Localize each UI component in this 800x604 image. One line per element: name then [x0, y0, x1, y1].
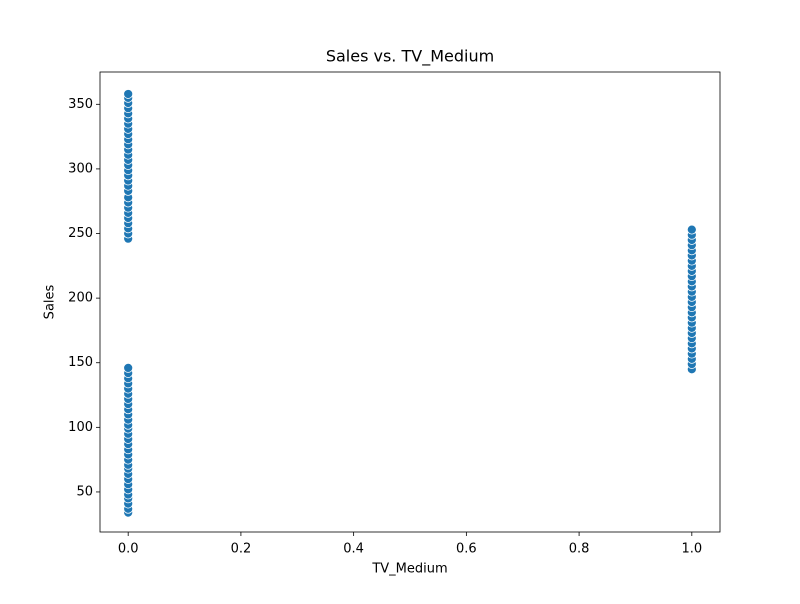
x-tick-label: 0.8 [569, 542, 590, 557]
y-tick-label: 100 [68, 420, 93, 435]
x-tick-label: 0.4 [343, 542, 364, 557]
x-tick-label: 0.6 [456, 542, 477, 557]
point [123, 363, 134, 373]
y-tick-label: 250 [68, 226, 93, 241]
point [123, 89, 134, 99]
x-tick-label: 0.2 [231, 542, 252, 557]
plot-frame [99, 71, 721, 533]
y-tick-label: 350 [68, 97, 93, 112]
y-tick-label: 50 [76, 484, 93, 499]
chart-title: Sales vs. TV_Medium [326, 47, 494, 67]
y-axis-label: Sales [43, 284, 58, 319]
x-axis-label: TV_Medium [371, 562, 447, 577]
y-tick-label: 200 [68, 291, 93, 306]
x-tick-label: 0.0 [118, 542, 139, 557]
x-tick-label: 1.0 [681, 542, 702, 557]
y-tick-label: 300 [68, 161, 93, 176]
y-tick-label: 150 [68, 355, 93, 370]
point [686, 224, 697, 235]
